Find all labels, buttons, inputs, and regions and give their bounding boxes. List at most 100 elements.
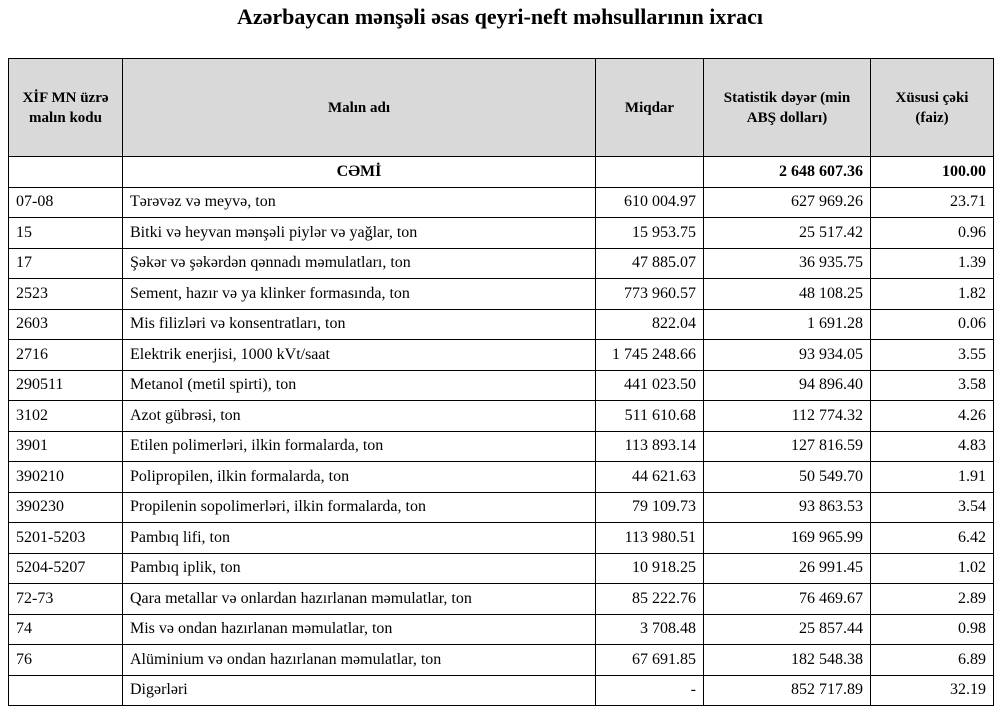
table-row: 3901 Etilen polimerləri, ilkin formalarda… [8, 430, 994, 462]
cell: 47 885.07 [595, 247, 704, 279]
cell: 3.58 [870, 369, 994, 401]
table-row: 2603 Mis filizləri və konsentratları, ton… [8, 308, 994, 340]
column-header: XİF MN üzrə malın kodu [8, 58, 123, 157]
table-body: CƏMİ 2 648 607.36 100.00 07-08 Tərəvəz və me… [8, 156, 994, 706]
cell: 511 610.68 [595, 400, 704, 432]
cell: Şəkər və şəkərdən qənnadı məmulatları, t… [122, 247, 596, 279]
table-row: 15 Bitki və heyvan mənşəli piylər və yağl… [8, 217, 994, 249]
cell: 2716 [8, 339, 123, 371]
cell: 23.71 [870, 186, 994, 218]
cell: 4.26 [870, 400, 994, 432]
cell: 26 991.45 [703, 552, 871, 584]
total-row: CƏMİ 2 648 607.36 100.00 [8, 156, 994, 188]
table-row: 07-08 Tərəvəz və meyvə, ton 610 004.97 627 … [8, 186, 994, 218]
cell: 822.04 [595, 308, 704, 340]
cell: 0.96 [870, 217, 994, 249]
cell: Etilen polimerləri, ilkin formalarda, to… [122, 430, 596, 462]
cell: Metanol (metil spirti), ton [122, 369, 596, 401]
cell: 72-73 [8, 583, 123, 615]
cell: 3.55 [870, 339, 994, 371]
cell: 32.19 [870, 674, 994, 706]
cell: 1.82 [870, 278, 994, 310]
cell: 50 549.70 [703, 461, 871, 493]
total-label: CƏMİ [122, 156, 596, 188]
table-row: 390210 Polipropilen, ilkin formalarda, to… [8, 461, 994, 493]
cell: 773 960.57 [595, 278, 704, 310]
cell: Qara metallar və onlardan hazırlanan məm… [122, 583, 596, 615]
table-row: 76 Alüminium və ondan hazırlanan məmulatl… [8, 644, 994, 676]
cell: 3102 [8, 400, 123, 432]
cell: 1.39 [870, 247, 994, 279]
cell: 3 708.48 [595, 613, 704, 645]
cell: 07-08 [8, 186, 123, 218]
cell: Pambıq lifi, ton [122, 522, 596, 554]
cell: 1.91 [870, 461, 994, 493]
table-row: 17 Şəkər və şəkərdən qənnadı məmulatları,… [8, 247, 994, 279]
cell: 10 918.25 [595, 552, 704, 584]
cell [595, 156, 704, 188]
cell: 441 023.50 [595, 369, 704, 401]
cell: 0.06 [870, 308, 994, 340]
cell: 4.83 [870, 430, 994, 462]
cell: Digərləri [122, 674, 596, 706]
cell [8, 156, 123, 188]
cell: 1 691.28 [703, 308, 871, 340]
cell: Alüminium və ondan hazırlanan məmulatlar… [122, 644, 596, 676]
cell: 17 [8, 247, 123, 279]
table-row: 5201-5203 Pambıq lifi, ton 113 980.51 169 9… [8, 522, 994, 554]
cell: 36 935.75 [703, 247, 871, 279]
cell: Pambıq iplik, ton [122, 552, 596, 584]
cell: 169 965.99 [703, 522, 871, 554]
column-header: Malın adı [122, 58, 596, 157]
cell: 5204-5207 [8, 552, 123, 584]
cell: 93 934.05 [703, 339, 871, 371]
cell: 94 896.40 [703, 369, 871, 401]
column-header: Statistik dəyər (min ABŞ dolları) [703, 58, 871, 157]
table-row: 5204-5207 Pambıq iplik, ton 10 918.25 26 99… [8, 552, 994, 584]
cell: 113 980.51 [595, 522, 704, 554]
table-row: 74 Mis və ondan hazırlanan məmulatlar, to… [8, 613, 994, 645]
cell: 182 548.38 [703, 644, 871, 676]
cell: 852 717.89 [703, 674, 871, 706]
cell: 390210 [8, 461, 123, 493]
cell: 93 863.53 [703, 491, 871, 523]
cell: 112 774.32 [703, 400, 871, 432]
total-share: 100.00 [870, 156, 994, 188]
table-row: 290511 Metanol (metil spirti), ton 441 023… [8, 369, 994, 401]
cell: Azot gübrəsi, ton [122, 400, 596, 432]
cell: 127 816.59 [703, 430, 871, 462]
cell: 76 469.67 [703, 583, 871, 615]
cell: - [595, 674, 704, 706]
cell: Tərəvəz və meyvə, ton [122, 186, 596, 218]
cell: 48 108.25 [703, 278, 871, 310]
column-header: Xüsusi çəki (faiz) [870, 58, 994, 157]
cell: 1.02 [870, 552, 994, 584]
table-row: 390230 Propilenin sopolimerləri, ilkin fo… [8, 491, 994, 523]
cell: 79 109.73 [595, 491, 704, 523]
cell: 44 621.63 [595, 461, 704, 493]
cell: Elektrik enerjisi, 1000 kVt/saat [122, 339, 596, 371]
cell: 290511 [8, 369, 123, 401]
table-row: 2523 Sement, hazır və ya klinker formasın… [8, 278, 994, 310]
export-table: XİF MN üzrə malın kodu Malın adı Miqdar Sta… [8, 58, 994, 706]
cell: 2603 [8, 308, 123, 340]
table-row: 2716 Elektrik enerjisi, 1000 kVt/saat 1 74… [8, 339, 994, 371]
total-value: 2 648 607.36 [703, 156, 871, 188]
cell: 15 953.75 [595, 217, 704, 249]
cell: Propilenin sopolimerləri, ilkin formalar… [122, 491, 596, 523]
title: Azərbaycan mənşəli əsas qeyri-neft məhsu… [236, 4, 764, 29]
cell: 5201-5203 [8, 522, 123, 554]
cell: 1 745 248.66 [595, 339, 704, 371]
cell: 113 893.14 [595, 430, 704, 462]
cell: 2523 [8, 278, 123, 310]
cell: 15 [8, 217, 123, 249]
table-row: Digərləri -852 717.89 32.19 [8, 674, 994, 706]
cell: Mis filizləri və konsentratları, ton [122, 308, 596, 340]
cell: Polipropilen, ilkin formalarda, ton [122, 461, 596, 493]
column-header: Miqdar [595, 58, 704, 157]
cell: 0.98 [870, 613, 994, 645]
cell: 6.42 [870, 522, 994, 554]
cell [8, 674, 123, 706]
cell: 76 [8, 644, 123, 676]
